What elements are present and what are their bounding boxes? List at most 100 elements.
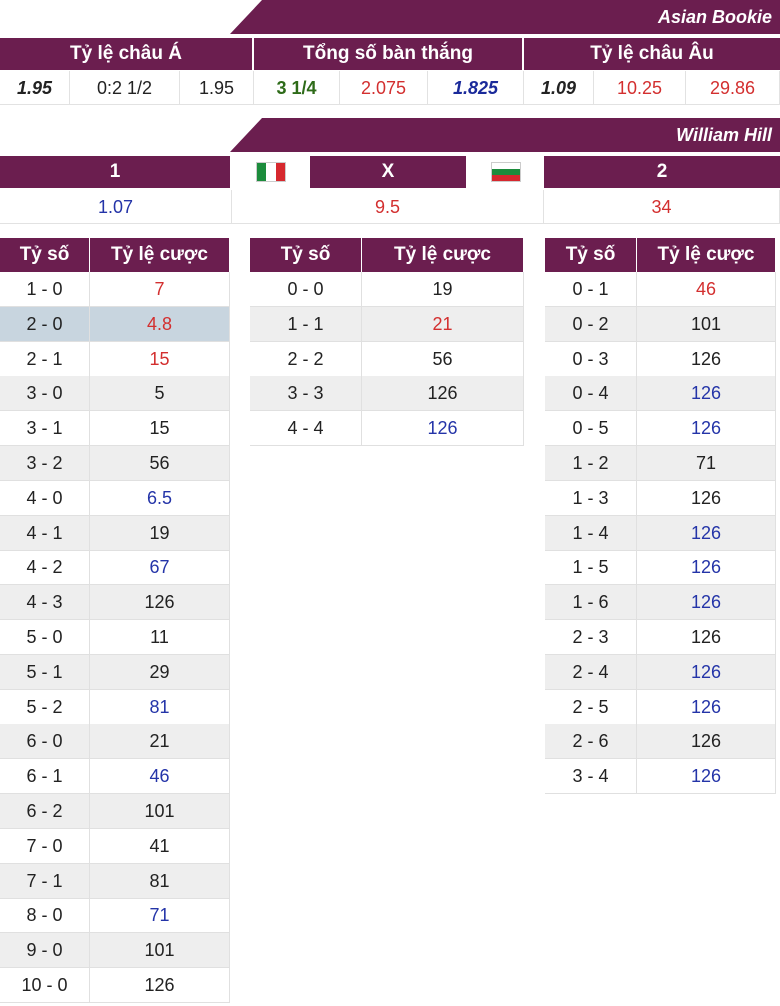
score-row: 0 - 5 126 bbox=[545, 411, 776, 447]
odds-value: 101 bbox=[637, 306, 776, 342]
asian-away-odds: 1.95 bbox=[180, 71, 254, 105]
col-score: Tỷ số bbox=[250, 238, 362, 272]
asian-bookie-title: Asian Bookie bbox=[657, 7, 772, 27]
score-value: 0 - 0 bbox=[250, 272, 362, 307]
score-row: 2 - 5 126 bbox=[545, 689, 776, 725]
score-value: 3 - 1 bbox=[0, 411, 90, 447]
score-value: 4 - 3 bbox=[0, 585, 90, 621]
score-row: 5 - 2 81 bbox=[0, 689, 230, 725]
score-value: 2 - 3 bbox=[545, 620, 637, 655]
score-row: 0 - 1 46 bbox=[545, 272, 776, 307]
odds-value: 126 bbox=[637, 411, 776, 447]
odds-value: 126 bbox=[637, 341, 776, 377]
score-row: 0 - 2 101 bbox=[545, 306, 776, 342]
odds-value: 126 bbox=[637, 376, 776, 412]
score-row: 2 - 0 4.8 bbox=[0, 306, 230, 342]
score-row: 2 - 1 15 bbox=[0, 341, 230, 377]
score-row: 1 - 2 71 bbox=[545, 446, 776, 481]
odds-value: 126 bbox=[637, 689, 776, 725]
score-value: 0 - 3 bbox=[545, 341, 637, 377]
odds-value: 67 bbox=[90, 550, 230, 586]
william-hill-title: William Hill bbox=[676, 125, 772, 145]
score-row: 4 - 4 126 bbox=[250, 411, 524, 447]
score-row: 1 - 6 126 bbox=[545, 585, 776, 621]
header-home-win: 1 bbox=[0, 156, 230, 188]
wh-draw-odds: 9.5 bbox=[232, 190, 544, 224]
asian-home-odds: 1.95 bbox=[0, 71, 70, 105]
score-value: 2 - 5 bbox=[545, 689, 637, 725]
odds-value: 6.5 bbox=[90, 480, 230, 516]
score-row: 2 - 3 126 bbox=[545, 620, 776, 655]
col-score: Tỷ số bbox=[545, 238, 637, 272]
total-over-odds: 2.075 bbox=[340, 71, 428, 105]
odds-value: 126 bbox=[637, 480, 776, 516]
score-row: 7 - 0 41 bbox=[0, 828, 230, 864]
odds-value: 71 bbox=[637, 446, 776, 481]
score-row: 5 - 0 11 bbox=[0, 620, 230, 655]
score-row: 2 - 4 126 bbox=[545, 654, 776, 690]
score-value: 2 - 1 bbox=[0, 341, 90, 377]
score-value: 1 - 4 bbox=[545, 515, 637, 551]
score-row: 1 - 5 126 bbox=[545, 550, 776, 586]
score-row: 0 - 3 126 bbox=[545, 341, 776, 377]
odds-value: 126 bbox=[90, 968, 230, 1003]
odds-value: 126 bbox=[637, 620, 776, 655]
score-value: 1 - 6 bbox=[545, 585, 637, 621]
asian-handicap-line: 0:2 1/2 bbox=[70, 71, 180, 105]
col-odds: Tỷ lệ cược bbox=[637, 238, 776, 272]
score-value: 0 - 5 bbox=[545, 411, 637, 447]
score-row: 4 - 1 19 bbox=[0, 515, 230, 551]
score-row: 1 - 4 126 bbox=[545, 515, 776, 551]
score-value: 4 - 1 bbox=[0, 515, 90, 551]
score-row: 4 - 3 126 bbox=[0, 585, 230, 621]
score-row: 8 - 0 71 bbox=[0, 898, 230, 934]
score-value: 4 - 4 bbox=[250, 411, 362, 447]
header-total-goals: Tổng số bàn thắng bbox=[254, 38, 522, 70]
odds-value: 126 bbox=[637, 550, 776, 586]
euro-home-odds: 1.09 bbox=[524, 71, 594, 105]
odds-value: 81 bbox=[90, 863, 230, 899]
score-value: 4 - 0 bbox=[0, 480, 90, 516]
score-value: 1 - 5 bbox=[545, 550, 637, 586]
col-odds: Tỷ lệ cược bbox=[90, 238, 230, 272]
euro-draw-odds: 10.25 bbox=[594, 71, 686, 105]
score-value: 5 - 1 bbox=[0, 654, 90, 690]
odds-value: 71 bbox=[90, 898, 230, 934]
score-row: 3 - 2 56 bbox=[0, 446, 230, 481]
odds-value: 101 bbox=[90, 794, 230, 829]
score-row: 3 - 4 126 bbox=[545, 759, 776, 795]
score-row: 3 - 3 126 bbox=[250, 376, 524, 412]
odds-value: 126 bbox=[90, 585, 230, 621]
score-value: 1 - 3 bbox=[545, 480, 637, 516]
header-away-win: 2 bbox=[544, 156, 780, 188]
score-row: 6 - 1 46 bbox=[0, 759, 230, 795]
score-row: 2 - 6 126 bbox=[545, 724, 776, 760]
header-asian-handicap: Tỷ lệ châu Á bbox=[0, 38, 252, 70]
score-value: 6 - 0 bbox=[0, 724, 90, 760]
odds-value: 81 bbox=[90, 689, 230, 725]
score-value: 2 - 2 bbox=[250, 341, 362, 377]
score-value: 3 - 0 bbox=[0, 376, 90, 412]
odds-value: 21 bbox=[90, 724, 230, 760]
score-row: 4 - 0 6.5 bbox=[0, 480, 230, 516]
score-value: 3 - 2 bbox=[0, 446, 90, 481]
total-under-odds: 1.825 bbox=[428, 71, 524, 105]
odds-value: 126 bbox=[637, 654, 776, 690]
italy-flag-icon bbox=[256, 162, 286, 182]
score-value: 3 - 4 bbox=[545, 759, 637, 795]
score-row: 7 - 1 81 bbox=[0, 863, 230, 899]
odds-value: 29 bbox=[90, 654, 230, 690]
odds-value: 46 bbox=[90, 759, 230, 795]
score-row: 5 - 1 29 bbox=[0, 654, 230, 690]
odds-value: 21 bbox=[362, 306, 524, 342]
euro-away-odds: 29.86 bbox=[686, 71, 780, 105]
odds-value: 126 bbox=[637, 515, 776, 551]
asian-bookie-banner: Asian Bookie bbox=[230, 0, 780, 34]
odds-value: 5 bbox=[90, 376, 230, 412]
total-goals-line: 3 1/4 bbox=[254, 71, 340, 105]
score-row: 10 - 0 126 bbox=[0, 968, 230, 1003]
score-value: 4 - 2 bbox=[0, 550, 90, 586]
odds-value: 7 bbox=[90, 272, 230, 307]
